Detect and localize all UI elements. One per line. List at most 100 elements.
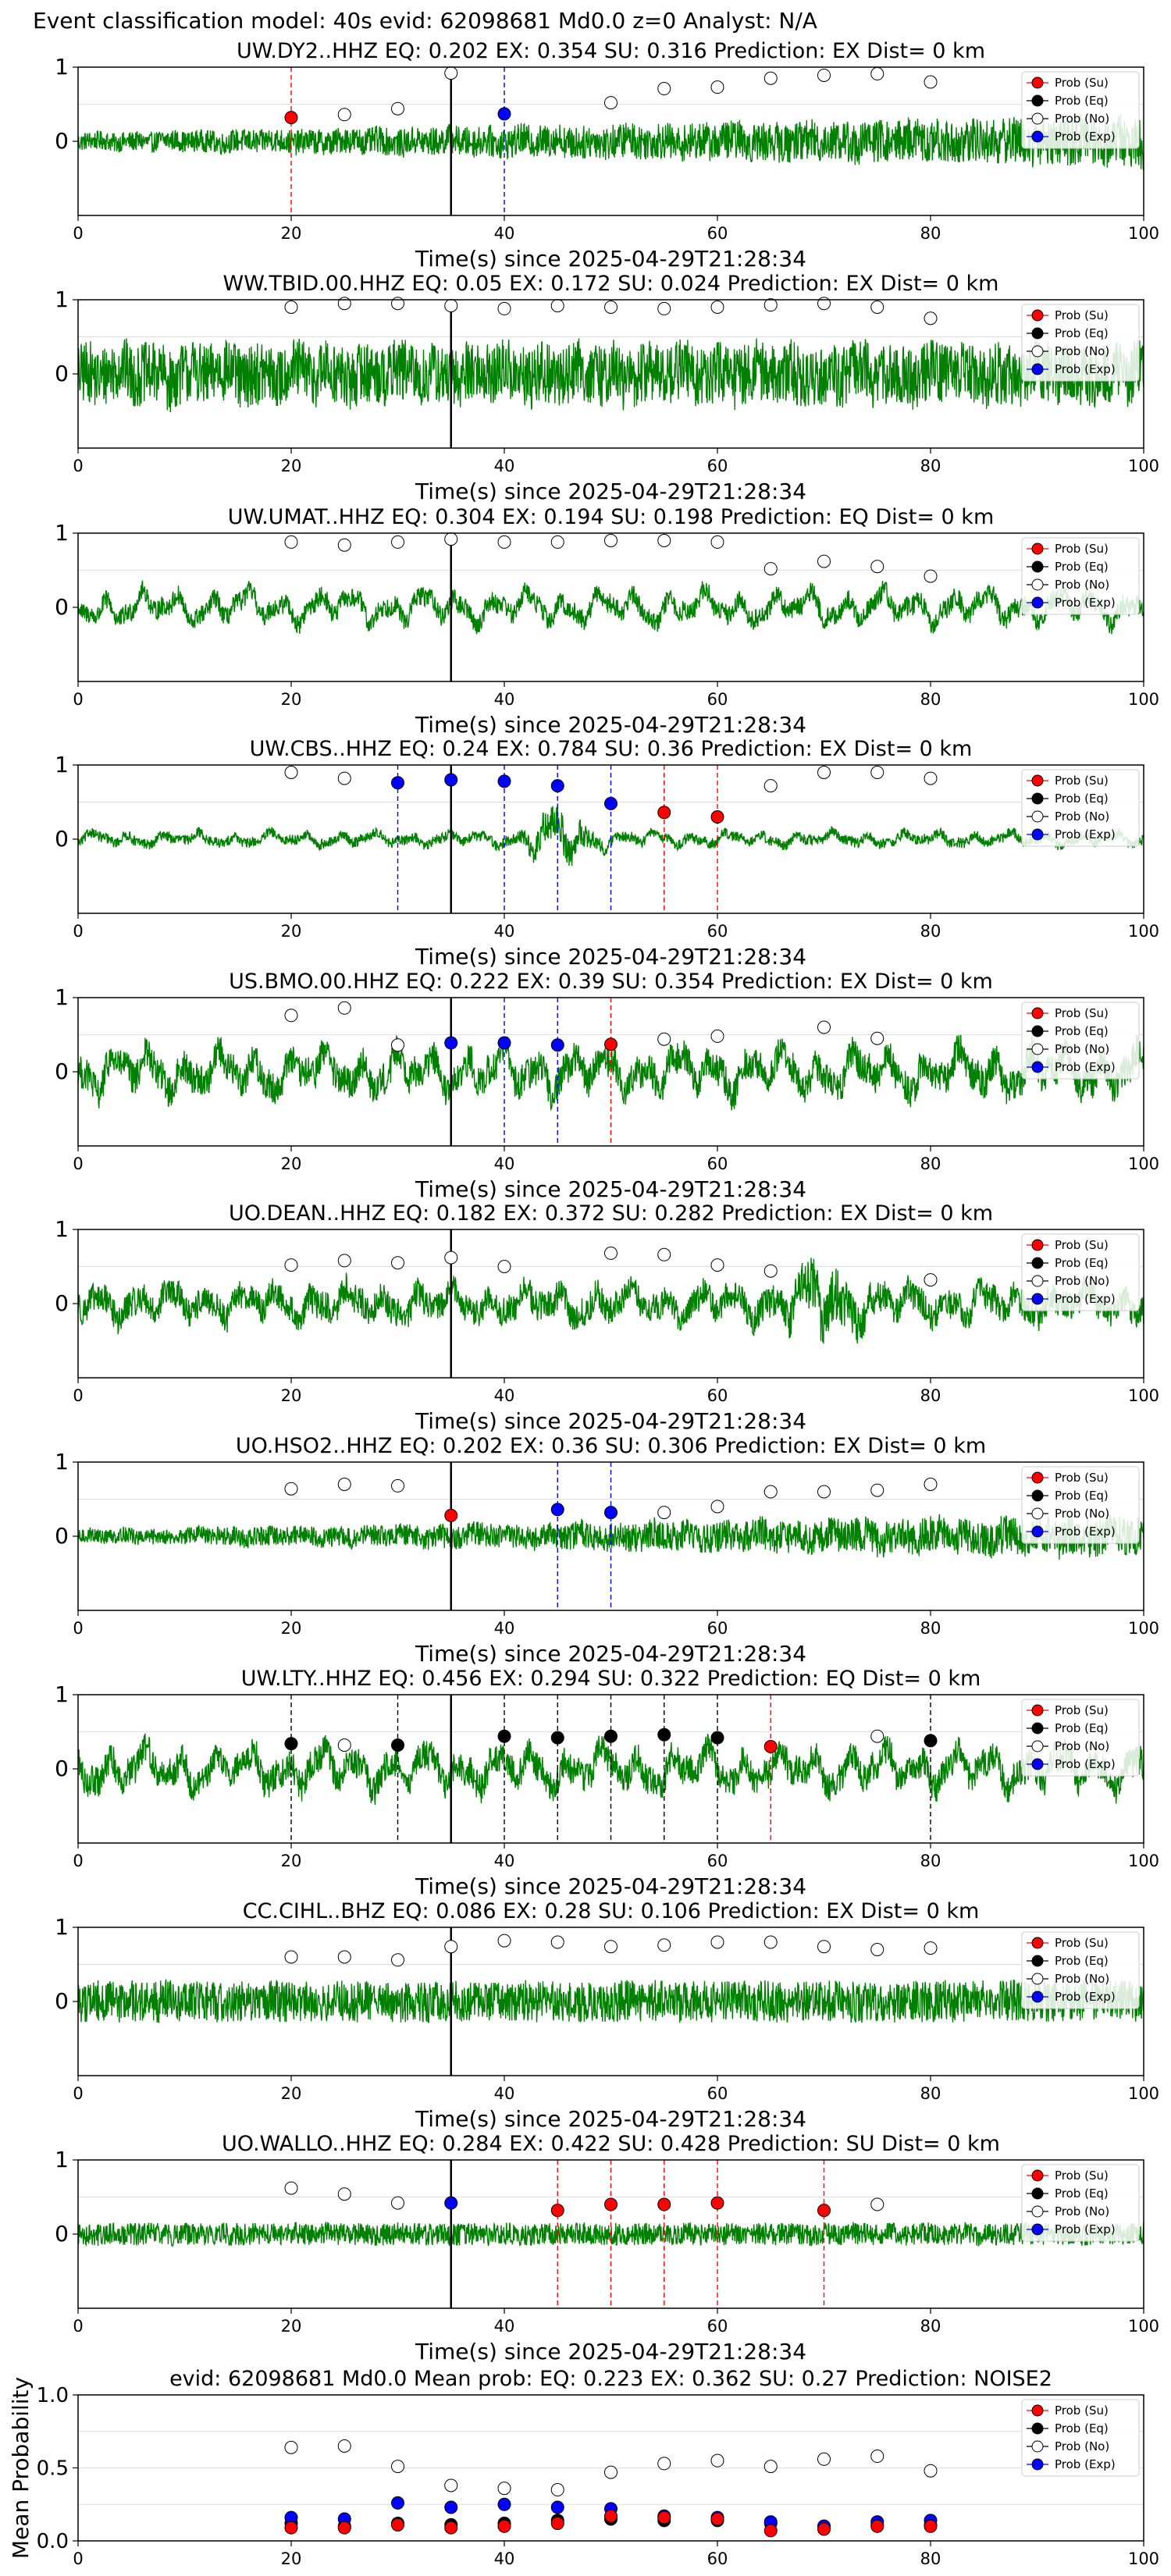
prob-point-su	[763, 1740, 778, 1753]
prob-point-no	[710, 1258, 724, 1272]
panel-title: WW.TBID.00.HHZ EQ: 0.05 EX: 0.172 SU: 0.…	[223, 272, 999, 296]
legend-label-su: Prob (Su)	[1055, 308, 1109, 322]
legend-marker-eq	[1031, 560, 1044, 573]
legend-marker-su	[1031, 1239, 1044, 1251]
prob-point-exp	[444, 773, 458, 787]
station-panel-uw-umat-hhz: UW.UMAT..HHZ EQ: 0.304 EX: 0.194 SU: 0.1…	[55, 505, 1159, 738]
prob-point-exp	[444, 2196, 458, 2210]
x-tick-label: 0	[73, 1852, 83, 1870]
prob-point-no	[763, 562, 778, 576]
prob-point-no	[497, 1260, 511, 1273]
legend-label-eq: Prob (Eq)	[1055, 1024, 1109, 1038]
x-tick-label: 0	[73, 2317, 83, 2336]
x-tick-label: 0	[73, 922, 83, 941]
x-tick-label: 100	[1128, 457, 1159, 475]
legend-label-eq: Prob (Eq)	[1055, 94, 1109, 108]
x-tick-label: 100	[1128, 2084, 1159, 2103]
legend-marker-eq	[1031, 1025, 1044, 1037]
x-tick-label: 60	[707, 922, 728, 941]
x-tick-label: 20	[281, 1386, 302, 1405]
legend-label-su: Prob (Su)	[1055, 2169, 1109, 2183]
y-tick-label: 0	[55, 2221, 69, 2247]
prob-point-no	[391, 1953, 404, 1967]
prob-point-no	[391, 2196, 404, 2210]
panel-title: evid: 62098681 Md0.0 Mean prob: EQ: 0.22…	[169, 2367, 1052, 2391]
prob-point-no	[924, 1273, 938, 1287]
prob-point-no	[550, 299, 564, 313]
legend-label-eq: Prob (Eq)	[1055, 1721, 1109, 1735]
legend-label-no: Prob (No)	[1055, 809, 1109, 824]
prob-point-no	[870, 1943, 884, 1956]
x-tick-label: 20	[281, 1852, 302, 1870]
prob-point-no	[924, 771, 938, 785]
prob-point-no	[763, 1264, 778, 1278]
prob-point-no	[817, 68, 831, 82]
prob-point-no	[444, 1940, 458, 1954]
prob-point-no	[657, 534, 671, 547]
prob-point-no	[391, 101, 404, 116]
prob-point-no	[817, 1485, 831, 1499]
prob-point-eq	[710, 1731, 724, 1745]
prob-point-su	[604, 2509, 618, 2523]
x-axis-label: Time(s) since 2025-04-29T21:28:34	[415, 1873, 806, 1899]
y-tick-label: 0	[55, 128, 69, 154]
x-tick-label: 40	[494, 690, 515, 709]
station-panel-uo-wallo-hhz: UO.WALLO..HHZ EQ: 0.284 EX: 0.422 SU: 0.…	[55, 2132, 1159, 2364]
prob-point-no	[710, 1500, 724, 1514]
prob-point-exp	[550, 779, 564, 793]
prob-point-no	[870, 67, 884, 81]
x-tick-label: 0	[73, 1386, 83, 1405]
station-panel-uo-dean-hhz: UO.DEAN..HHZ EQ: 0.182 EX: 0.372 SU: 0.2…	[55, 1201, 1159, 1434]
y-tick-label: 1	[55, 984, 69, 1010]
legend-label-exp: Prob (Exp)	[1055, 2222, 1116, 2236]
x-tick-label: 60	[707, 1852, 728, 1870]
x-tick-label: 60	[707, 2549, 728, 2568]
prob-point-no	[604, 534, 618, 547]
prob-point-no	[763, 779, 778, 793]
legend-marker-eq	[1031, 1489, 1044, 1502]
figure-suptitle: Event classification model: 40s evid: 62…	[33, 8, 817, 34]
waveform-trace	[77, 580, 1144, 635]
legend-label-no: Prob (No)	[1055, 112, 1109, 126]
y-tick-label: 1	[55, 286, 69, 312]
legend-label-no: Prob (No)	[1055, 1739, 1109, 1753]
legend-label-su: Prob (Su)	[1055, 76, 1109, 90]
legend-label-exp: Prob (Exp)	[1055, 2457, 1116, 2471]
x-tick-label: 20	[281, 2549, 302, 2568]
prob-point-no	[870, 560, 884, 574]
x-tick-label: 100	[1128, 1619, 1159, 1638]
legend-marker-su	[1031, 1704, 1044, 1717]
x-tick-label: 40	[494, 224, 515, 243]
prob-point-no	[604, 96, 618, 110]
y-tick-label: 1	[55, 752, 69, 777]
prob-point-no	[763, 298, 778, 312]
x-tick-label: 40	[494, 2084, 515, 2103]
x-tick-label: 40	[494, 457, 515, 475]
legend-label-su: Prob (Su)	[1055, 1238, 1109, 1252]
legend-marker-eq	[1031, 327, 1044, 340]
prob-point-exp	[497, 1036, 511, 1050]
x-tick-label: 20	[281, 224, 302, 243]
legend-marker-su	[1031, 1937, 1044, 1949]
x-tick-label: 80	[920, 922, 941, 941]
x-tick-label: 0	[73, 1155, 83, 1173]
prob-point-su	[763, 2524, 778, 2538]
prob-point-no	[497, 535, 511, 549]
legend-marker-su	[1031, 76, 1044, 89]
prob-point-eq	[284, 1737, 298, 1751]
legend-marker-su	[1031, 2169, 1044, 2182]
legend-label-su: Prob (Su)	[1055, 1006, 1109, 1020]
legend-label-su: Prob (Su)	[1055, 1936, 1109, 1950]
prob-point-su	[657, 2510, 671, 2524]
legend-label-eq: Prob (Eq)	[1055, 1256, 1109, 1270]
waveform-trace	[77, 1034, 1144, 1112]
y-tick-label: 1	[55, 2147, 69, 2172]
station-panel-cc-cihl-bhz: CC.CIHL..BHZ EQ: 0.086 EX: 0.28 SU: 0.10…	[55, 1899, 1159, 2132]
legend-marker-exp	[1031, 1758, 1044, 1770]
legend-marker-exp	[1031, 1061, 1044, 1073]
prob-point-exp	[604, 796, 618, 810]
prob-point-no	[391, 535, 404, 549]
panel-title: CC.CIHL..BHZ EQ: 0.086 EX: 0.28 SU: 0.10…	[243, 1899, 980, 1923]
prob-point-no	[870, 2197, 884, 2211]
